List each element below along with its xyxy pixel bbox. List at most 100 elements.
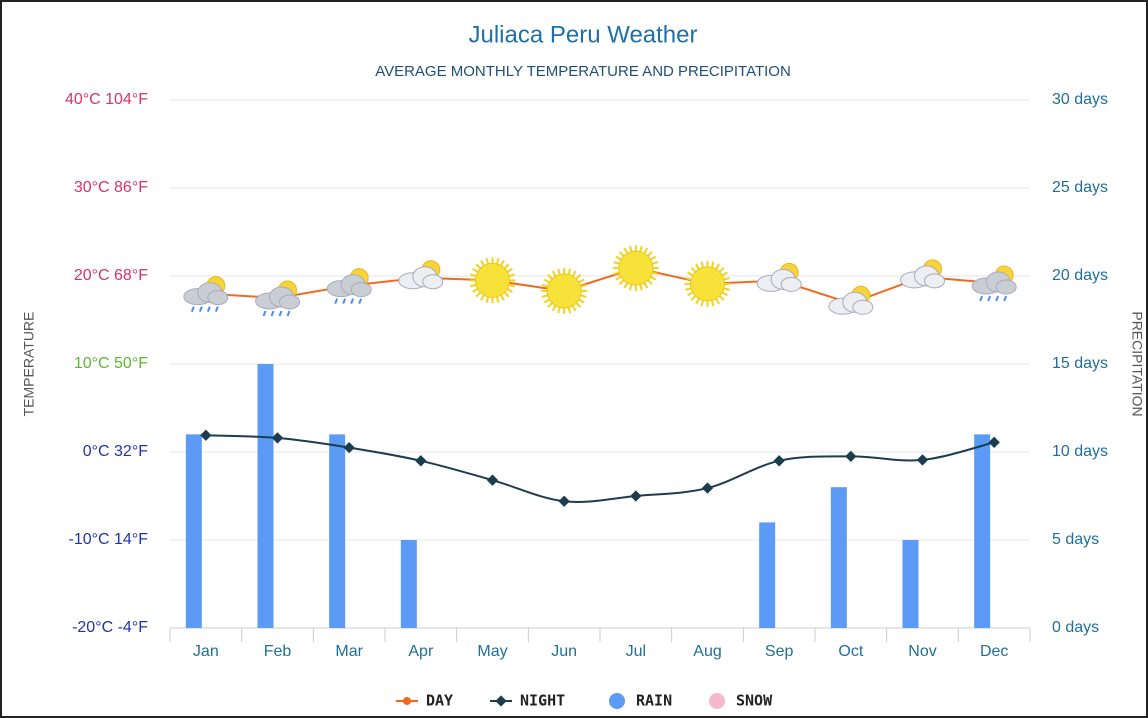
sun-ray — [495, 296, 500, 303]
sun-ray — [500, 294, 505, 301]
sun-ray — [615, 275, 622, 281]
sun-ray — [495, 257, 500, 265]
sun-ray — [503, 291, 510, 298]
sun-ray — [715, 298, 720, 305]
weather-icon — [398, 260, 444, 290]
sun-ray — [723, 287, 730, 291]
rain-drop — [995, 295, 1000, 302]
x-tick-label: Oct — [838, 643, 863, 660]
chart-subtitle: AVERAGE MONTHLY TEMPERATURE AND PRECIPIT… — [375, 63, 791, 80]
sun-ray — [650, 255, 657, 261]
sun-ray — [618, 251, 625, 257]
sun-ray — [647, 251, 653, 257]
sun-ray — [623, 282, 629, 289]
sun-ray — [690, 266, 697, 273]
marker — [343, 441, 355, 454]
y-tick-label: 40°C 104°F — [65, 91, 148, 108]
y-tick-label: 10°C 50°F — [74, 355, 148, 372]
rain-drop — [987, 295, 992, 302]
weather-icon — [971, 265, 1017, 302]
y-tick-label: -20°C -4°F — [72, 619, 148, 636]
sun-ray — [485, 296, 490, 303]
sun-ray — [700, 300, 705, 307]
x-tick-label: Jun — [551, 643, 577, 660]
bar — [257, 364, 274, 628]
sun-ray — [723, 277, 730, 281]
sun-ray — [470, 283, 477, 288]
sun-ray — [508, 283, 515, 288]
y-tick-label: -10°C 14°F — [69, 531, 149, 548]
cloud — [279, 294, 300, 310]
sun-ray — [475, 291, 482, 298]
x-tick-label: Jan — [193, 643, 219, 660]
marker — [200, 429, 212, 441]
sun-ray — [647, 279, 653, 286]
rain-drop — [350, 298, 355, 305]
sun-ray — [480, 259, 485, 267]
sun-ray — [578, 298, 585, 304]
sun-ray — [651, 261, 659, 265]
sun-ray — [500, 259, 505, 267]
sun-ray — [541, 284, 549, 288]
weather-icon — [255, 280, 300, 317]
cloud — [422, 274, 444, 290]
sun-ray — [557, 307, 561, 314]
sun-ray — [615, 255, 622, 261]
cloud — [995, 279, 1017, 295]
legend-label: NIGHT — [520, 692, 565, 710]
sun-ray — [580, 294, 587, 298]
rain-drop — [206, 306, 211, 312]
sun-ray — [547, 302, 553, 308]
sun-ray — [690, 295, 697, 301]
sun-ray — [618, 279, 625, 286]
legend-marker — [403, 697, 411, 705]
line — [205, 267, 995, 305]
marker — [415, 455, 427, 467]
y2-tick-label: 0 days — [1052, 619, 1099, 636]
x-tick-label: May — [477, 643, 507, 660]
marker — [773, 455, 785, 467]
chart-title: Juliaca Peru Weather — [468, 21, 697, 48]
sun-ray — [541, 294, 549, 298]
y2-tick-label: 30 days — [1052, 91, 1108, 108]
sun — [690, 266, 725, 302]
marker — [486, 474, 499, 486]
legend-marker — [609, 693, 625, 709]
bar — [830, 487, 847, 628]
sun-ray — [710, 300, 715, 307]
sun-ray — [571, 305, 577, 312]
sun — [618, 250, 654, 286]
rain-drop — [270, 310, 275, 317]
cloud — [852, 299, 874, 315]
sun-ray — [470, 273, 477, 277]
cloud — [207, 290, 229, 306]
x-tick-label: Apr — [408, 643, 434, 660]
y2-tick-label: 10 days — [1052, 443, 1108, 460]
sun-ray — [718, 266, 725, 273]
marker — [701, 482, 714, 494]
sun-ray — [700, 261, 705, 268]
sun-ray — [543, 278, 550, 284]
sun-ray — [639, 284, 643, 291]
sun-ray — [685, 287, 692, 291]
sun-ray — [628, 284, 633, 291]
sun-ray — [547, 273, 553, 280]
sun-ray — [623, 247, 629, 254]
sun-ray — [506, 288, 513, 293]
weather-icon — [684, 260, 731, 307]
bar — [759, 522, 776, 628]
sun-ray — [485, 257, 490, 265]
sun-ray — [695, 298, 700, 305]
sun-ray — [650, 275, 657, 281]
bar — [185, 434, 202, 628]
marker — [558, 495, 570, 507]
sun-ray — [695, 263, 700, 270]
legend-label: RAIN — [636, 692, 672, 710]
rain-drop — [334, 298, 339, 305]
x-tick-label: Nov — [908, 643, 936, 660]
sun-ray — [643, 247, 649, 254]
bar — [329, 434, 346, 628]
sun-ray — [567, 268, 572, 275]
weather-icon — [900, 259, 945, 289]
